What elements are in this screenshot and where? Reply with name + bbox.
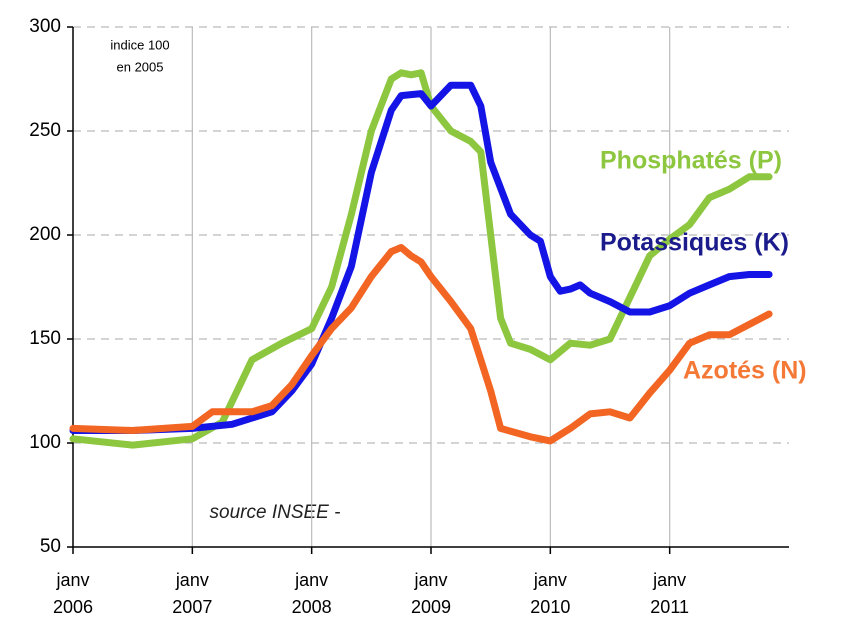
y-tick-label: 100 xyxy=(29,432,61,453)
data-line xyxy=(69,81,773,434)
x-tick-label: janv 2007 xyxy=(172,570,213,617)
data-line xyxy=(69,244,773,445)
source-note: source INSEE - xyxy=(210,502,341,523)
y-tick-label: 300 xyxy=(29,16,61,37)
x-tick-label: janv 2011 xyxy=(650,570,690,617)
y-tick-label: 250 xyxy=(29,120,61,141)
x-tick-label: janv 2006 xyxy=(52,570,94,617)
y-tick-label: 50 xyxy=(40,536,61,557)
y-tick-label: 200 xyxy=(29,224,61,245)
annotation: en 2005 xyxy=(117,59,164,74)
x-tick-label: janv 2010 xyxy=(530,570,571,617)
annotation: indice 100 xyxy=(110,37,169,52)
x-tick-label: janv 2008 xyxy=(291,570,332,617)
x-tick-label: janv 2009 xyxy=(410,570,452,617)
y-tick-label: 150 xyxy=(29,328,61,349)
data-line xyxy=(69,69,773,449)
series-label: Phosphatés (P) xyxy=(600,147,782,175)
series-label: Azotés (N) xyxy=(683,357,807,385)
series-label: Potassiques (K) xyxy=(600,229,789,257)
